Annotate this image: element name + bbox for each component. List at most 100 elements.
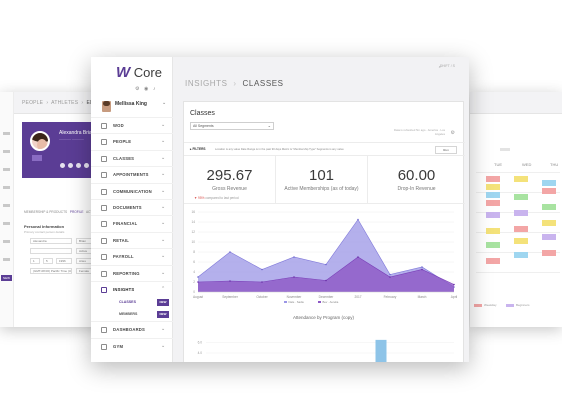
menu-icon[interactable] [3,240,10,243]
x-tick-label: December [319,295,335,299]
instagram-icon[interactable] [76,163,81,168]
calendar-event[interactable] [542,250,556,256]
calendar-event[interactable] [514,226,528,232]
timezone-field[interactable]: (GMT-08:00) Pacific Time (US [30,268,72,274]
menu-icon[interactable] [3,150,10,153]
sidebar-item-insights[interactable]: INSIGHTS ⌃ [91,280,173,297]
gear-icon[interactable]: ⚙ [450,130,455,136]
calendar-event[interactable] [514,238,528,244]
report-card: Classes All Segments ⌄ Data is refreshed… [183,101,465,362]
chevron-down-icon: ⌄ [161,171,166,178]
search-icon[interactable]: ⌕ [438,64,441,69]
sidebar-item-label: COMMUNICATION [113,188,152,194]
x-tick-label: August [193,295,203,299]
avatar[interactable] [102,101,111,112]
calendar-event[interactable] [486,192,500,198]
sidebar-item-financial[interactable]: FINANCIAL ⌄ [91,215,173,231]
calendar-event[interactable] [486,228,500,234]
twitter-icon[interactable] [68,163,73,168]
day-header: THU [550,162,559,167]
sidebar-item-dashboards[interactable]: DASHBOARDS ⌄ [91,321,173,337]
calendar-event[interactable] [514,210,528,216]
sidebar-item-documents[interactable]: DOCUMENTS ⌄ [91,198,173,215]
chevron-down-icon: ⌄ [161,269,166,276]
sidebar-subitem-members[interactable]: MEMBERS NEW [91,309,173,321]
sidebar-item-reporting[interactable]: REPORTING ⌄ [91,264,173,281]
sidebar-item-gym[interactable]: GYM ⌄ [91,337,173,354]
sidebar-item-appointments[interactable]: APPOINTMENTS ⌄ [91,166,173,182]
facebook-icon[interactable] [60,163,65,168]
sidebar-item-payroll[interactable]: PAYROLL ⌄ [91,248,173,264]
legend-swatch [284,301,287,303]
sidebar-item-communication[interactable]: COMMUNICATION ⌄ [91,182,173,199]
calendar-event[interactable] [486,176,500,182]
tab-activity[interactable]: ACTIV [86,210,95,214]
data-point [197,276,199,278]
email-field[interactable] [30,248,72,254]
calendar-event[interactable] [514,252,528,258]
data-point [325,279,327,282]
chevron-down-icon[interactable]: ⌄ [162,100,167,106]
calendar-event[interactable] [542,188,556,194]
sidebar-item-label: GYM [113,343,124,349]
birth-year-field[interactable]: 1996 [56,258,72,264]
sidebar-item-retail[interactable]: RETAIL ⌄ [91,231,173,248]
linkedin-icon[interactable] [84,163,89,168]
menu-icon[interactable] [3,168,10,171]
calendar-event[interactable] [542,234,556,240]
menu-icon[interactable] [3,258,10,261]
breadcrumb-parent[interactable]: INSIGHTS [185,79,228,88]
app-logo[interactable]: W Core [116,64,162,81]
calendar-event[interactable] [542,180,556,186]
calendar-event[interactable] [486,242,500,248]
calendar-event[interactable] [486,258,500,264]
tab-profile[interactable]: PROFILE [69,210,84,214]
legend-label: Weekday [484,303,497,307]
notification-icon[interactable]: ◉ [144,86,149,92]
birth-month-field[interactable]: 1 [30,258,40,264]
payroll-icon [101,254,107,261]
dashboard-icon [101,327,107,334]
calendar-event[interactable] [514,176,528,182]
sidebar-item-label: DOCUMENTS [113,204,142,210]
menu-icon[interactable] [3,222,10,225]
menu-icon[interactable] [3,204,10,207]
series-area [198,219,454,292]
bell-icon[interactable]: ♪ [153,86,156,92]
tab-membership[interactable]: MEMBERSHIP & PRODUCTS [24,210,68,214]
y-tick-label: 12 [191,230,195,234]
calendar-event[interactable] [514,194,528,200]
calendar-event[interactable] [542,220,556,226]
sidebar-item-wod[interactable]: WOD ⌄ [91,117,173,133]
kpi-value: 60.00 [397,167,436,184]
calendar-event[interactable] [486,212,500,218]
run-button[interactable]: Run [435,146,457,154]
wod-icon [101,123,107,129]
sidebar-item-classes[interactable]: CLASSES ⌄ [91,149,173,166]
breadcrumb-separator: › [233,79,237,88]
sidebar-item-people[interactable]: PEOPLE ⌄ [91,133,173,149]
crumb-athletes[interactable]: ATHLETES [51,100,79,106]
filter-bar: ▸ FILTERS Location is any value Date Ran… [184,142,465,156]
menu-icon[interactable] [3,132,10,135]
y-tick-label: 4.0 [198,351,203,355]
segments-select[interactable]: All Segments ⌄ [190,122,274,130]
view-toggle[interactable] [500,148,510,151]
birth-day-field[interactable]: 5 [43,258,53,264]
chevron-down-icon: ⌄ [161,187,166,194]
sidebar-subitem-classes[interactable]: CLASSES NEW [91,297,173,309]
calendar-event[interactable] [486,200,500,206]
settings-icon[interactable]: ⚙ [135,86,140,92]
data-point [293,276,295,278]
filters-toggle[interactable]: ▸ FILTERS [190,147,206,151]
menu-icon[interactable] [3,186,10,189]
first-name-field[interactable]: Alexandra [30,238,72,244]
calendar-event[interactable] [486,184,500,190]
chevron-down-icon: ⌄ [161,220,166,227]
day-header: TUE [494,162,502,167]
day-header: WED [522,162,532,167]
calendar-event[interactable] [542,204,556,210]
user-name[interactable]: Mellissa King [115,101,147,107]
crumb-people[interactable]: PEOPLE [22,100,44,106]
y-tick-label: 2 [193,280,195,284]
